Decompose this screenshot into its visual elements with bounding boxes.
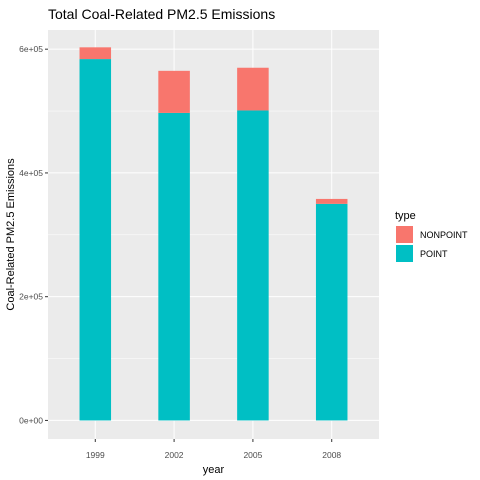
legend-label-point: POINT [420,249,448,259]
x-tick-label: 2008 [322,450,341,460]
y-tick-label: 4e+05 [19,168,43,178]
bar-point-2008 [315,203,348,421]
legend-key-point [396,245,413,262]
y-tick-label: 2e+05 [19,292,43,302]
y-axis-title: Coal-Related PM2.5 Emissions [5,158,17,311]
chart-title: Total Coal-Related PM2.5 Emissions [48,6,275,22]
y-tick-label: 6e+05 [19,44,43,54]
y-axis-ticks: 0e+00 2e+05 4e+05 6e+05 [19,44,48,425]
x-axis-ticks: 1999 2002 2005 2008 [86,439,341,460]
bars [79,47,348,421]
legend-key-nonpoint [396,226,413,243]
bar-point-1999 [79,59,112,421]
legend-label-nonpoint: NONPOINT [420,230,468,240]
bar-nonpoint-1999 [79,47,112,60]
y-tick-label: 0e+00 [19,415,43,425]
x-tick-label: 2005 [243,450,262,460]
x-tick-label: 1999 [86,450,105,460]
bar-point-2002 [158,112,190,421]
bar-nonpoint-2008 [315,198,348,204]
x-tick-label: 2002 [165,450,184,460]
legend-entries: NONPOINT POINT [396,226,468,262]
bar-nonpoint-2005 [237,67,269,111]
x-axis-title: year [203,464,225,476]
bar-point-2005 [237,110,269,421]
legend: type NONPOINT POINT [395,210,468,262]
bar-nonpoint-2002 [158,70,190,113]
legend-title: type [395,210,416,222]
